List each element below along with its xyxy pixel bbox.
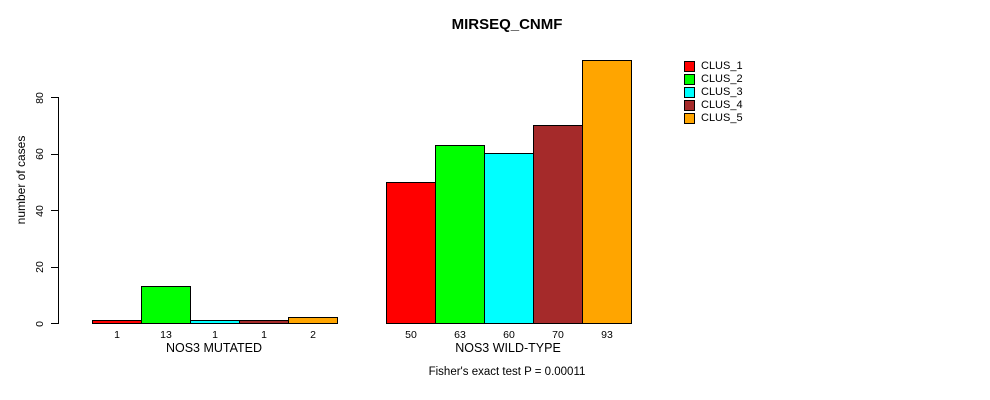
legend-swatch-clus_4 xyxy=(684,100,695,111)
y-axis-label: number of cases xyxy=(14,135,28,225)
legend-row-clus_1: CLUS_1 xyxy=(684,60,743,73)
bar-value-label: 13 xyxy=(160,329,172,341)
group-label-nos3-mutated: NOS3 MUTATED xyxy=(165,341,263,355)
legend-row-clus_4: CLUS_4 xyxy=(684,99,743,112)
group-label-nos3-wild-type: NOS3 WILD-TYPE xyxy=(455,341,561,355)
legend-label: CLUS_2 xyxy=(701,73,743,85)
legend-swatch-clus_3 xyxy=(684,87,695,98)
bar-value-label: 2 xyxy=(310,329,316,341)
y-tick-label: 20 xyxy=(34,261,46,273)
legend-label: CLUS_3 xyxy=(701,86,743,98)
fisher-test-annotation: Fisher's exact test P = 0.00011 xyxy=(428,366,586,378)
legend-swatch-clus_2 xyxy=(684,74,695,85)
y-tick-mark xyxy=(51,210,58,211)
bar-clus_4-wild-type xyxy=(533,125,583,324)
bar-value-label: 50 xyxy=(405,329,417,341)
y-tick-mark xyxy=(51,97,58,98)
bar-value-label: 93 xyxy=(601,329,613,341)
legend-label: CLUS_4 xyxy=(701,99,743,111)
bar-clus_5-wild-type xyxy=(582,60,632,324)
bar-value-label: 1 xyxy=(261,329,267,341)
legend-swatch-clus_5 xyxy=(684,113,695,124)
bar-clus_5-mutated xyxy=(288,317,338,324)
bar-value-label: 60 xyxy=(503,329,515,341)
bar-value-label: 70 xyxy=(552,329,564,341)
bar-clus_3-wild-type xyxy=(484,153,534,324)
y-tick-label: 40 xyxy=(34,204,46,217)
bar-value-label: 63 xyxy=(454,329,466,341)
bar-clus_2-wild-type xyxy=(435,145,485,324)
y-tick-label: 80 xyxy=(34,91,46,104)
y-tick-mark xyxy=(51,323,58,324)
legend: CLUS_1 CLUS_2 CLUS_3 CLUS_4 CLUS_5 xyxy=(684,60,743,125)
y-axis-line xyxy=(58,97,59,324)
chart-title: MIRSEQ_CNMF xyxy=(451,16,563,33)
legend-label: CLUS_1 xyxy=(701,60,743,72)
y-tick-label: 0 xyxy=(34,320,46,327)
legend-label: CLUS_5 xyxy=(701,112,743,124)
bar-clus_2-mutated xyxy=(141,286,191,324)
y-tick-mark xyxy=(51,153,58,155)
bar-clus_1-mutated xyxy=(92,320,142,324)
bar-clus_1-wild-type xyxy=(386,182,436,324)
legend-row-clus_3: CLUS_3 xyxy=(684,86,743,99)
bar-value-label: 1 xyxy=(114,329,120,341)
legend-row-clus_5: CLUS_5 xyxy=(684,112,743,125)
bar-clus_4-mutated xyxy=(239,320,289,324)
bar-value-label: 1 xyxy=(212,329,218,341)
y-tick-mark xyxy=(51,266,58,268)
y-tick-label: 60 xyxy=(34,148,46,160)
legend-swatch-clus_1 xyxy=(684,61,695,72)
legend-row-clus_2: CLUS_2 xyxy=(684,73,743,86)
bar-clus_3-mutated xyxy=(190,320,240,324)
